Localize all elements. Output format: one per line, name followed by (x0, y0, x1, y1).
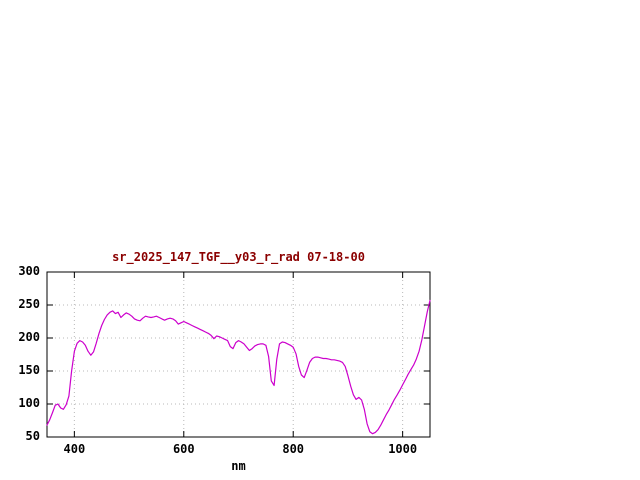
x-tick-label: 1000 (388, 442, 418, 456)
y-tick-label: 250 (18, 297, 40, 311)
x-axis-label: nm (231, 459, 246, 473)
y-tick-label: 100 (18, 396, 40, 410)
plot-border (46, 271, 431, 438)
chart-title: sr_2025_147_TGF__y03_r_rad 07-18-00 (112, 250, 365, 264)
y-tick-label: 300 (18, 264, 40, 278)
x-tick-label: 800 (282, 442, 305, 456)
spectrum-line (46, 299, 431, 435)
y-tick-label: 150 (18, 363, 40, 377)
x-tick-label: 400 (63, 442, 86, 456)
x-tick-label: 600 (172, 442, 195, 456)
y-tick-label: 50 (25, 429, 40, 443)
y-tick-label: 200 (18, 330, 40, 344)
